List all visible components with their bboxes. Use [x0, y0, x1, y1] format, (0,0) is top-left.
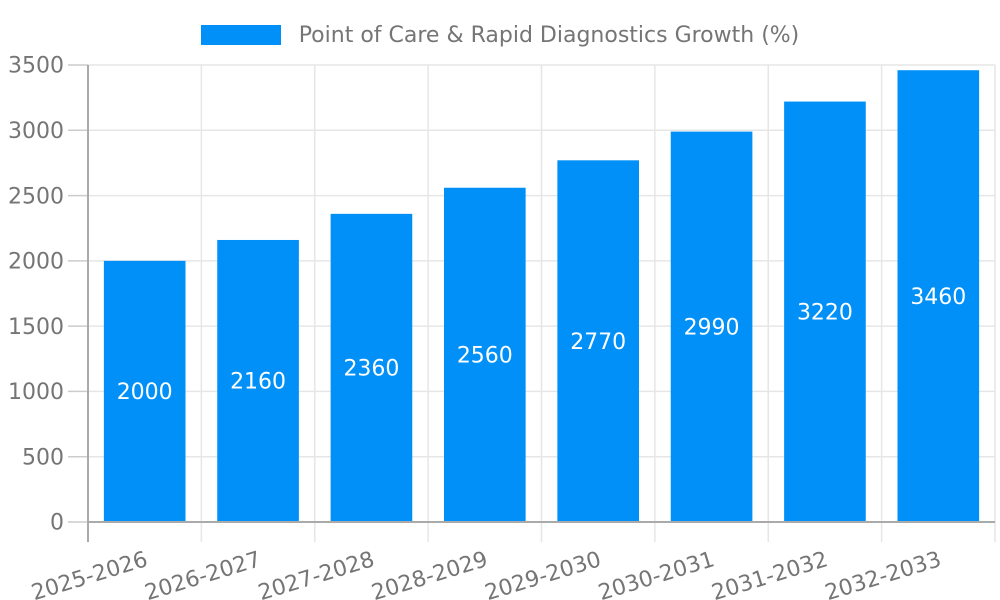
bar-value-label: 2560 — [457, 344, 513, 369]
bar — [330, 213, 413, 522]
bar — [670, 131, 753, 522]
x-tick-label: 2027-2028 — [255, 547, 377, 600]
bar-value-label: 2000 — [117, 380, 173, 405]
x-tick-label: 2031-2032 — [709, 547, 831, 600]
bar-value-label: 2990 — [684, 315, 740, 340]
bar-value-label: 3460 — [910, 285, 966, 310]
x-tick-label: 2025-2026 — [29, 547, 151, 600]
bar-value-label: 2360 — [343, 357, 399, 382]
legend-label: Point of Care & Rapid Diagnostics Growth… — [298, 22, 800, 48]
legend-marker — [200, 25, 281, 45]
x-tick-label: 2028-2029 — [369, 547, 491, 600]
bar-value-label: 3220 — [797, 300, 853, 325]
bar — [103, 260, 186, 522]
y-tick-label: 2000 — [8, 250, 64, 275]
x-tick-label: 2026-2027 — [142, 547, 264, 600]
y-tick-label: 1500 — [8, 315, 64, 340]
y-tick-label: 1000 — [8, 380, 64, 405]
x-tick-label: 2032-2033 — [822, 547, 944, 600]
y-tick-label: 3000 — [8, 119, 64, 144]
bar — [784, 101, 866, 522]
y-tick-label: 3500 — [8, 54, 64, 79]
bar-value-label: 2770 — [570, 330, 626, 355]
y-tick-label: 500 — [22, 445, 64, 470]
bar-value-label: 2160 — [230, 370, 286, 395]
bar — [217, 239, 299, 523]
bar — [443, 187, 526, 523]
y-tick-label: 2500 — [8, 184, 64, 209]
legend[interactable]: Point of Care & Rapid Diagnostics Growth… — [0, 22, 1000, 48]
x-tick-label: 2029-2030 — [482, 547, 604, 600]
y-tick-label: 0 — [50, 511, 64, 536]
bar — [557, 160, 640, 522]
bar — [897, 70, 980, 523]
x-tick-label: 2030-2031 — [596, 547, 718, 600]
